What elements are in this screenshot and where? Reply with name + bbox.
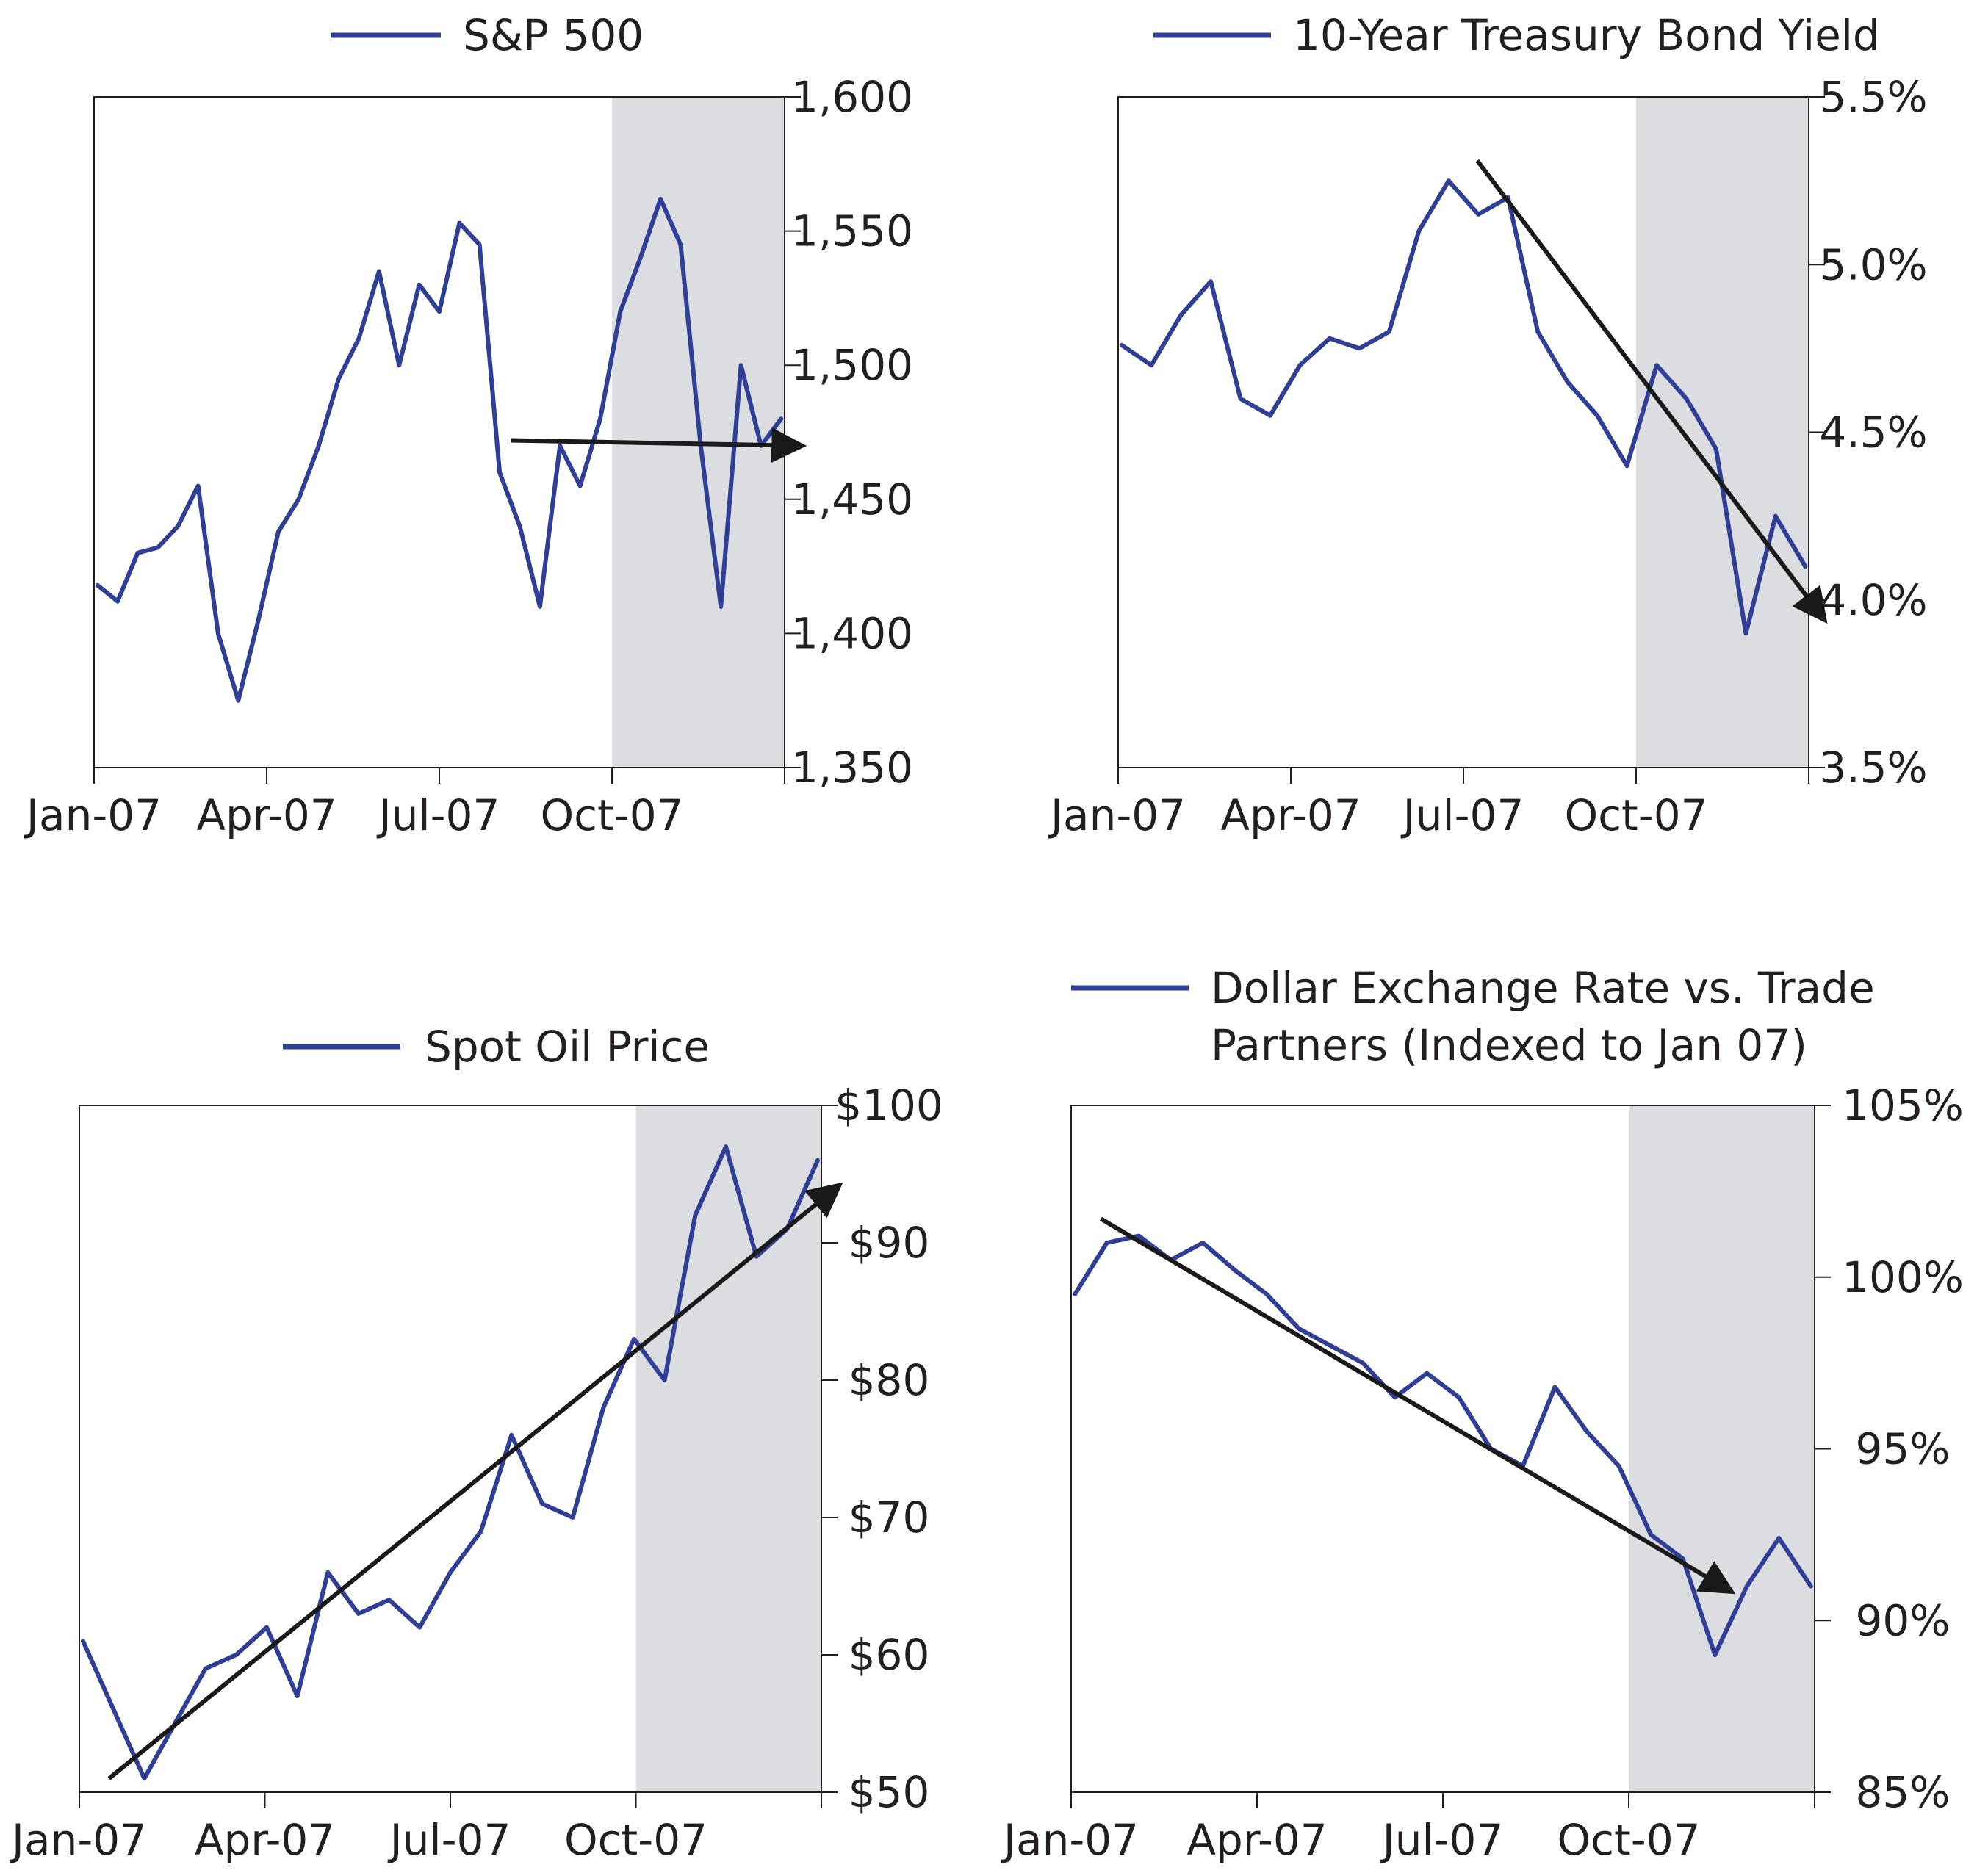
oil-legend-label: Spot Oil Price xyxy=(425,1022,710,1072)
sp500-trend-arrow xyxy=(511,427,807,463)
sp500-x-tick-label: Oct-07 xyxy=(540,790,683,840)
dollar-legend-line: Dollar Exchange Rate vs. Trade xyxy=(1211,963,1875,1013)
sp500-series-line xyxy=(95,196,784,703)
dollar-y-tick-label: 100% xyxy=(1842,1252,1964,1302)
oil-y-tick-label: $100 xyxy=(835,1080,943,1130)
oil-y-tick-label: $50 xyxy=(849,1767,930,1817)
sp500-x-tick-label: Apr-07 xyxy=(196,790,336,840)
dollar-x-tick-label: Jan-07 xyxy=(1001,1815,1139,1865)
sp500-y-tick-label: 1,450 xyxy=(791,474,913,524)
sp500-x-tick-label: Jul-07 xyxy=(377,790,500,840)
treasury-shaded-period xyxy=(1636,97,1809,768)
sp500-x-tick-label: Jan-07 xyxy=(24,790,162,840)
oil-y-tick-label: $70 xyxy=(849,1493,930,1542)
treasury-chart: 3.5% 4.0% 4.5% 5.0% 5.5% Jan-07 Apr-07 Jul-07 Oc… xyxy=(1048,10,1928,840)
oil-series-line xyxy=(81,1144,820,1781)
dollar-chart: 85% 90% 95% 100% 105% Jan-07 Apr-07 Jul-07 Oct-0… xyxy=(1001,963,1964,1865)
oil-y-tick-label: $60 xyxy=(849,1630,930,1680)
sp500-y-tick-label: 1,550 xyxy=(791,206,913,256)
dollar-trend-arrow xyxy=(1099,1216,1736,1595)
sp500-y-tick-label: 1,350 xyxy=(791,743,913,793)
treasury-y-tick-label: 3.5% xyxy=(1819,743,1927,793)
oil-shaded-period xyxy=(635,1105,821,1792)
dollar-shaded-period xyxy=(1629,1105,1815,1792)
dollar-y-tick-label: 90% xyxy=(1856,1595,1951,1645)
oil-x-tick-label: Jan-07 xyxy=(10,1815,147,1865)
treasury-y-tick-label: 4.5% xyxy=(1819,408,1927,458)
sp500-y-tick-label: 1,500 xyxy=(791,340,913,390)
treasury-x-tick-label: Jan-07 xyxy=(1048,790,1186,840)
oil-chart: $50 $60 $70 $80 $90 $100 Jan-07 Apr-07 Jul-07 Oct… xyxy=(10,1022,943,1865)
sp500-y-tick-label: 1,600 xyxy=(791,72,913,122)
treasury-y-tick-label: 5.5% xyxy=(1819,72,1927,122)
sp500-chart: 1,350 1,400 1,450 1,500 1,550 1,600 Jan-07 Apr-… xyxy=(24,10,913,840)
dollar-y-tick-label: 95% xyxy=(1856,1424,1951,1474)
dollar-x-tick-label: Oct-07 xyxy=(1557,1815,1700,1865)
sp500-legend-label: S&P 500 xyxy=(463,10,644,60)
oil-y-tick-label: $80 xyxy=(849,1355,930,1405)
treasury-x-tick-label: Jul-07 xyxy=(1401,790,1524,840)
dollar-x-tick-label: Apr-07 xyxy=(1186,1815,1327,1865)
dollar-x-tick-label: Jul-07 xyxy=(1380,1815,1504,1865)
treasury-y-tick-label: 4.0% xyxy=(1819,575,1927,625)
oil-x-tick-label: Oct-07 xyxy=(564,1815,707,1865)
sp500-y-tick-label: 1,400 xyxy=(791,608,913,658)
oil-x-tick-label: Jul-07 xyxy=(388,1815,511,1865)
treasury-legend-label: 10-Year Treasury Bond Yield xyxy=(1293,10,1880,60)
dollar-y-tick-label: 85% xyxy=(1856,1767,1951,1817)
dollar-series-line xyxy=(1073,1233,1813,1657)
oil-y-tick-label: $90 xyxy=(849,1218,930,1268)
treasury-x-tick-label: Apr-07 xyxy=(1220,790,1361,840)
oil-x-tick-label: Apr-07 xyxy=(195,1815,335,1865)
treasury-trend-arrow xyxy=(1475,159,1828,624)
dollar-legend-label: Dollar Exchange Rate vs. Trade Partners (… xyxy=(1211,963,1875,1070)
treasury-y-tick-label: 5.0% xyxy=(1819,239,1927,289)
oil-trend-arrow xyxy=(107,1182,843,1780)
dollar-y-tick-label: 105% xyxy=(1842,1080,1964,1130)
dollar-legend-line: Partners (Indexed to Jan 07) xyxy=(1211,1020,1807,1070)
treasury-x-tick-label: Oct-07 xyxy=(1564,790,1707,840)
treasury-series-line xyxy=(1119,178,1808,636)
